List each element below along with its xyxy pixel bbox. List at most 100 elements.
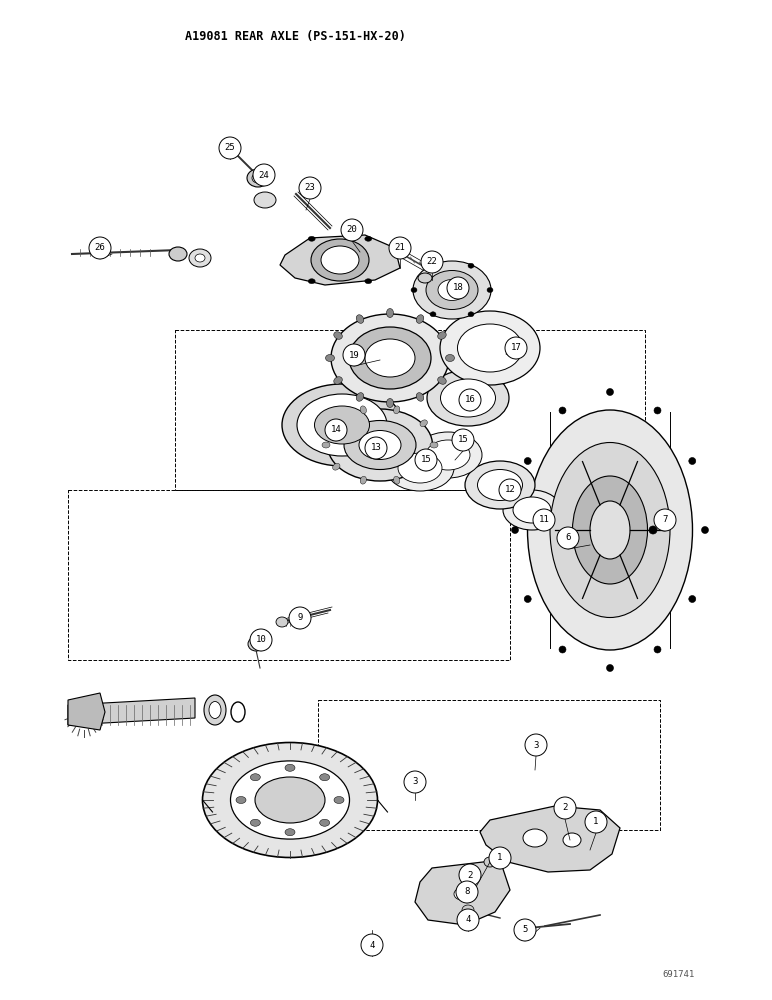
Circle shape xyxy=(489,847,511,869)
Ellipse shape xyxy=(454,888,470,900)
Ellipse shape xyxy=(361,406,367,414)
Text: 10: 10 xyxy=(256,636,266,645)
Text: 4: 4 xyxy=(466,916,471,924)
Ellipse shape xyxy=(590,501,630,559)
Text: 9: 9 xyxy=(297,613,303,622)
Ellipse shape xyxy=(254,192,276,208)
Ellipse shape xyxy=(365,279,372,284)
Ellipse shape xyxy=(398,453,442,483)
Ellipse shape xyxy=(438,332,446,339)
Ellipse shape xyxy=(359,430,401,460)
Ellipse shape xyxy=(416,393,424,401)
Ellipse shape xyxy=(356,315,364,323)
Ellipse shape xyxy=(285,764,295,771)
Ellipse shape xyxy=(430,263,436,268)
Ellipse shape xyxy=(285,829,295,836)
Ellipse shape xyxy=(322,442,330,448)
Text: 1: 1 xyxy=(594,818,599,826)
Circle shape xyxy=(341,219,363,241)
Ellipse shape xyxy=(276,617,288,627)
Ellipse shape xyxy=(331,314,449,402)
Ellipse shape xyxy=(438,279,466,300)
Ellipse shape xyxy=(308,279,315,284)
Text: 14: 14 xyxy=(330,426,341,434)
Text: A19081 REAR AXLE (PS-151-HX-20): A19081 REAR AXLE (PS-151-HX-20) xyxy=(185,30,406,43)
Ellipse shape xyxy=(387,308,394,318)
Ellipse shape xyxy=(334,377,342,384)
Ellipse shape xyxy=(387,398,394,408)
Ellipse shape xyxy=(430,442,438,448)
Ellipse shape xyxy=(252,173,264,183)
Ellipse shape xyxy=(414,432,482,478)
Text: 16: 16 xyxy=(465,395,476,404)
Circle shape xyxy=(299,177,321,199)
Text: 22: 22 xyxy=(427,257,438,266)
Ellipse shape xyxy=(420,463,428,470)
Ellipse shape xyxy=(334,796,344,804)
Text: 691741: 691741 xyxy=(662,970,695,979)
Ellipse shape xyxy=(320,819,330,826)
Circle shape xyxy=(343,344,365,366)
Ellipse shape xyxy=(440,311,540,385)
Polygon shape xyxy=(480,806,620,872)
Ellipse shape xyxy=(250,774,260,781)
Ellipse shape xyxy=(327,409,432,481)
Ellipse shape xyxy=(458,324,523,372)
Ellipse shape xyxy=(524,595,531,602)
Ellipse shape xyxy=(445,355,455,361)
Circle shape xyxy=(361,934,383,956)
Ellipse shape xyxy=(559,646,566,653)
Ellipse shape xyxy=(314,406,370,444)
Text: 24: 24 xyxy=(259,170,269,180)
Circle shape xyxy=(554,797,576,819)
Ellipse shape xyxy=(607,664,614,672)
Ellipse shape xyxy=(236,796,246,804)
Circle shape xyxy=(459,864,481,886)
Ellipse shape xyxy=(386,445,454,491)
Ellipse shape xyxy=(702,526,709,534)
Ellipse shape xyxy=(468,263,474,268)
Text: 21: 21 xyxy=(394,243,405,252)
Circle shape xyxy=(557,527,579,549)
Text: 18: 18 xyxy=(452,284,463,292)
Text: 7: 7 xyxy=(662,516,668,524)
Circle shape xyxy=(525,734,547,756)
Ellipse shape xyxy=(250,819,260,826)
Text: 19: 19 xyxy=(349,351,360,360)
Ellipse shape xyxy=(430,312,436,317)
Ellipse shape xyxy=(394,406,400,414)
Ellipse shape xyxy=(221,141,239,155)
Ellipse shape xyxy=(326,355,334,361)
Ellipse shape xyxy=(512,526,519,534)
Ellipse shape xyxy=(333,420,340,427)
Ellipse shape xyxy=(344,420,416,470)
Ellipse shape xyxy=(411,288,417,292)
Text: 25: 25 xyxy=(225,143,235,152)
Circle shape xyxy=(289,607,311,629)
Ellipse shape xyxy=(441,379,496,417)
Circle shape xyxy=(457,909,479,931)
Ellipse shape xyxy=(689,458,696,464)
Ellipse shape xyxy=(513,497,551,523)
Ellipse shape xyxy=(202,742,378,857)
Text: 20: 20 xyxy=(347,226,357,234)
Ellipse shape xyxy=(462,905,474,915)
Circle shape xyxy=(459,389,481,411)
Text: 2: 2 xyxy=(562,804,567,812)
Ellipse shape xyxy=(204,695,226,725)
Circle shape xyxy=(456,881,478,903)
Ellipse shape xyxy=(563,833,581,847)
Ellipse shape xyxy=(524,458,531,464)
Text: 2: 2 xyxy=(467,870,472,880)
Circle shape xyxy=(219,137,241,159)
Text: 12: 12 xyxy=(505,486,516,494)
Ellipse shape xyxy=(349,327,431,389)
Ellipse shape xyxy=(413,261,491,319)
Text: 15: 15 xyxy=(458,436,469,444)
Ellipse shape xyxy=(231,761,350,839)
Ellipse shape xyxy=(311,239,369,281)
Polygon shape xyxy=(68,693,105,730)
Ellipse shape xyxy=(427,370,509,426)
Ellipse shape xyxy=(573,476,648,584)
Ellipse shape xyxy=(654,407,661,414)
